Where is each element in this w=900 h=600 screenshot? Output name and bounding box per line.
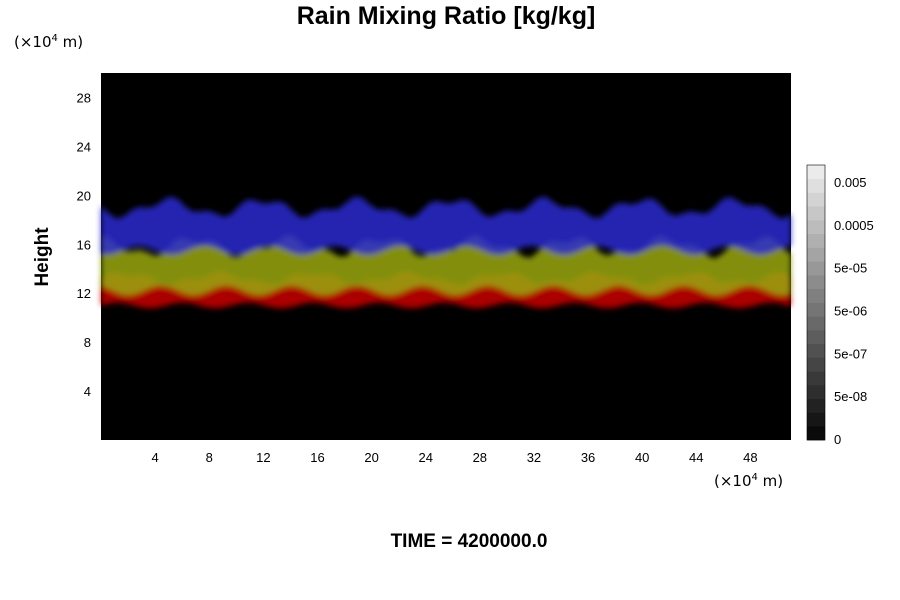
chart-title: Rain Mixing Ratio [kg/kg]	[296, 2, 596, 30]
y-tick-label: 8	[84, 335, 91, 350]
field-layers	[101, 196, 791, 309]
colorbar-swatch	[807, 412, 825, 427]
colorbar-swatch	[807, 233, 825, 248]
y-tick-label: 4	[84, 384, 91, 399]
colorbar-swatch	[807, 275, 825, 290]
x-tick-label: 24	[418, 450, 432, 465]
x-tick-label: 8	[206, 450, 213, 465]
y-axis-unit: (×104 m)	[14, 33, 83, 51]
colorbar-swatch	[807, 261, 825, 276]
y-unit-suffix: m)	[57, 33, 84, 51]
field-layer	[101, 235, 791, 296]
field-layer	[101, 196, 791, 255]
y-tick-labels: 4 8 12 16 20 24 28	[77, 90, 91, 399]
y-tick-label: 24	[77, 139, 91, 154]
colorbar-swatch	[807, 316, 825, 331]
colorbar-swatch	[807, 385, 825, 400]
colorbar-swatch	[807, 192, 825, 207]
y-unit-exponent: 4	[51, 33, 58, 44]
colorbar-swatch	[807, 371, 825, 386]
x-tick-label: 32	[527, 450, 541, 465]
colorbar-swatch	[807, 206, 825, 221]
colorbar-swatch	[807, 220, 825, 235]
colorbar-swatch	[807, 398, 825, 413]
x-unit-suffix: m)	[757, 472, 784, 490]
colorbar-swatch	[807, 330, 825, 345]
y-tick-label: 12	[77, 286, 91, 301]
y-tick-label: 16	[77, 237, 91, 252]
colorbar-label: 0.0005	[834, 218, 874, 233]
colorbar-label: 5e-08	[834, 389, 867, 404]
colorbar-swatch	[807, 426, 825, 441]
x-unit-exponent: 4	[751, 472, 758, 483]
y-tick-label: 20	[77, 188, 91, 203]
x-tick-label: 44	[689, 450, 703, 465]
x-tick-labels: 4 8 12 16 20 24 28 32 36 40 44 48	[152, 450, 758, 465]
colorbar-label: 5e-07	[834, 346, 867, 361]
colorbar-label: 0.005	[834, 175, 867, 190]
x-tick-label: 48	[743, 450, 757, 465]
colorbar-label: 0	[834, 432, 841, 447]
x-tick-label: 16	[310, 450, 324, 465]
colorbar-swatch	[807, 288, 825, 303]
x-tick-label: 28	[473, 450, 487, 465]
x-tick-label: 40	[635, 450, 649, 465]
y-unit-prefix: (×10	[14, 33, 52, 51]
colorbar-swatch	[807, 302, 825, 317]
colorbar-labels: 0 5e-08 5e-07 5e-06 5e-05 0.0005 0.005	[834, 175, 874, 447]
time-label: TIME = 4200000.0	[390, 531, 548, 552]
colorbar-swatch	[807, 357, 825, 372]
colorbar-swatch	[807, 178, 825, 193]
colorbar-swatch	[807, 343, 825, 358]
colorbar	[806, 164, 826, 441]
colorbar-label: 5e-06	[834, 304, 867, 319]
x-tick-label: 20	[364, 450, 378, 465]
x-tick-label: 36	[581, 450, 595, 465]
colorbar-label: 5e-05	[834, 261, 867, 276]
colorbar-swatch	[807, 247, 825, 262]
x-axis-unit: (×104 m)	[714, 472, 783, 490]
x-tick-label: 4	[152, 450, 159, 465]
colorbar-swatch	[807, 165, 825, 180]
x-unit-prefix: (×10	[714, 472, 752, 490]
colorbar-border	[806, 164, 826, 441]
y-tick-label: 28	[77, 90, 91, 105]
x-tick-label: 12	[256, 450, 270, 465]
